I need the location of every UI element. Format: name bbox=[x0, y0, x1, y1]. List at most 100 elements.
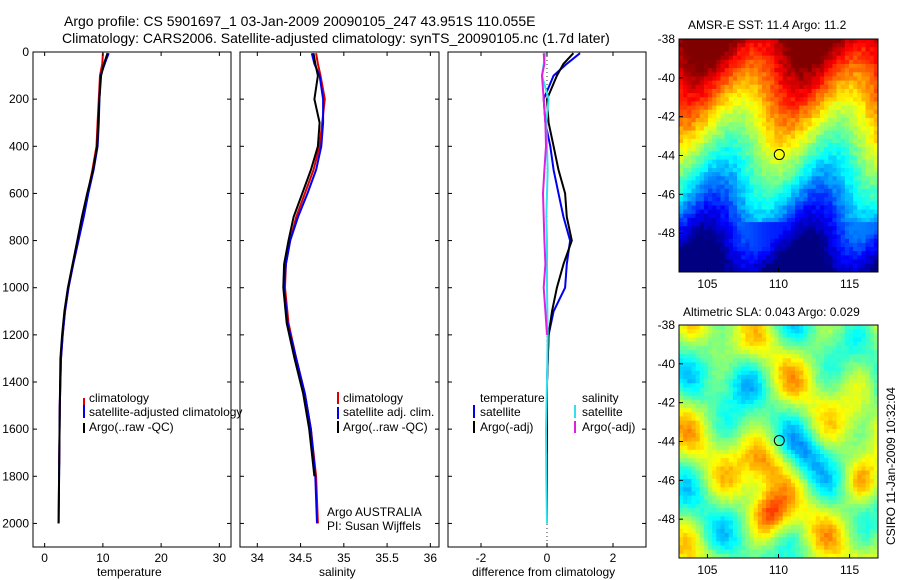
heatmap-cell bbox=[699, 176, 705, 182]
heatmap-cell bbox=[745, 370, 751, 376]
heatmap-cell bbox=[857, 408, 863, 413]
heatmap-cell bbox=[728, 113, 734, 119]
heatmap-cell bbox=[782, 55, 788, 61]
heatmap-cell bbox=[869, 118, 875, 123]
heatmap-cell bbox=[786, 247, 792, 252]
heatmap-cell bbox=[757, 101, 763, 107]
heatmap-cell bbox=[795, 238, 800, 244]
heatmap-cell bbox=[865, 88, 871, 94]
heatmap-cell bbox=[815, 147, 821, 152]
heatmap-cell bbox=[732, 503, 738, 509]
heatmap-cell bbox=[728, 358, 734, 364]
heatmap-cell bbox=[873, 508, 878, 513]
heatmap-cell bbox=[695, 68, 701, 73]
heatmap-cell bbox=[786, 399, 792, 405]
heatmap-cell bbox=[687, 51, 693, 57]
heatmap-cell bbox=[807, 370, 813, 376]
heatmap-cell bbox=[770, 255, 775, 261]
heatmap-cell bbox=[708, 251, 713, 256]
heatmap-cell bbox=[699, 263, 705, 269]
heatmap-cell bbox=[815, 138, 821, 144]
heatmap-cell bbox=[732, 97, 738, 103]
heatmap-cell bbox=[732, 366, 738, 372]
heatmap-cell bbox=[790, 483, 796, 488]
heatmap-cell bbox=[724, 222, 730, 227]
heatmap-cell bbox=[861, 508, 867, 513]
heatmap-cell bbox=[853, 118, 858, 123]
heatmap-cell bbox=[679, 487, 684, 493]
heatmap-cell bbox=[861, 101, 867, 107]
heatmap-cell bbox=[778, 466, 784, 472]
heatmap-cell bbox=[691, 404, 697, 409]
heatmap-cell bbox=[770, 76, 775, 82]
heatmap-cell bbox=[708, 230, 713, 236]
heatmap-cell bbox=[753, 184, 759, 190]
heatmap-cell bbox=[828, 399, 833, 405]
heatmap-cell bbox=[836, 437, 842, 443]
heatmap-cell bbox=[766, 134, 771, 140]
heatmap-cell bbox=[861, 466, 867, 472]
heatmap-cell bbox=[712, 105, 717, 111]
heatmap-cell bbox=[782, 462, 788, 468]
heatmap-cell bbox=[857, 478, 863, 484]
heatmap-cell bbox=[732, 408, 738, 413]
heatmap-cell bbox=[716, 147, 722, 152]
heatmap-cell bbox=[741, 55, 746, 61]
x-tick-label: 0 bbox=[544, 551, 551, 565]
heatmap-cell bbox=[828, 97, 833, 103]
heatmap-cell bbox=[724, 234, 730, 240]
heatmap-cell bbox=[691, 412, 697, 418]
heatmap-cell bbox=[716, 105, 722, 111]
heatmap-cell bbox=[853, 437, 858, 443]
heatmap-cell bbox=[811, 466, 817, 472]
heatmap-cell bbox=[873, 399, 878, 405]
heatmap-cell bbox=[799, 495, 804, 501]
heatmap-cell bbox=[857, 76, 863, 82]
heatmap-cell bbox=[766, 491, 771, 497]
heatmap-cell bbox=[745, 251, 751, 256]
heatmap-cell bbox=[695, 366, 701, 372]
heatmap-cell bbox=[724, 329, 730, 334]
heatmap-cell bbox=[869, 408, 875, 413]
heatmap-cell bbox=[836, 205, 842, 211]
heatmap-cell bbox=[761, 63, 767, 69]
heatmap-cell bbox=[869, 399, 875, 405]
heatmap-cell bbox=[869, 167, 875, 173]
heatmap-cell bbox=[741, 167, 746, 173]
heatmap-cell bbox=[749, 329, 755, 334]
heatmap-cell bbox=[778, 93, 784, 98]
heatmap-cell bbox=[712, 188, 717, 194]
heatmap-cell bbox=[811, 391, 817, 397]
heatmap-cell bbox=[795, 43, 800, 48]
heatmap-cell bbox=[724, 138, 730, 144]
heatmap-cell bbox=[766, 88, 771, 94]
heatmap-cell bbox=[766, 159, 771, 165]
heatmap-cell bbox=[753, 55, 759, 61]
heatmap-cell bbox=[782, 238, 788, 244]
heatmap-cell bbox=[720, 358, 726, 364]
heatmap-cell bbox=[757, 333, 763, 339]
heatmap-cell bbox=[828, 370, 833, 376]
heatmap-cell bbox=[828, 466, 833, 472]
heatmap-cell bbox=[761, 76, 767, 82]
heatmap-cell bbox=[716, 466, 722, 472]
heatmap-cell bbox=[869, 84, 875, 90]
heatmap-cell bbox=[728, 333, 734, 339]
heatmap-cell bbox=[720, 487, 726, 493]
heatmap-cell bbox=[679, 122, 684, 127]
heatmap-cell bbox=[861, 192, 867, 198]
heatmap-cell bbox=[761, 247, 767, 252]
heatmap-cell bbox=[840, 80, 846, 86]
heatmap-cell bbox=[679, 370, 684, 376]
heatmap-cell bbox=[703, 180, 709, 186]
heatmap-cell bbox=[853, 84, 858, 90]
heatmap-cell bbox=[712, 242, 717, 248]
heatmap-cell bbox=[683, 80, 688, 86]
heatmap-cell bbox=[724, 197, 730, 202]
heatmap-cell bbox=[757, 466, 763, 472]
heatmap-cell bbox=[824, 130, 829, 136]
heatmap-cell bbox=[770, 134, 775, 140]
heatmap-cell bbox=[708, 387, 713, 393]
heatmap-cell bbox=[836, 441, 842, 447]
heatmap-cell bbox=[790, 508, 796, 513]
